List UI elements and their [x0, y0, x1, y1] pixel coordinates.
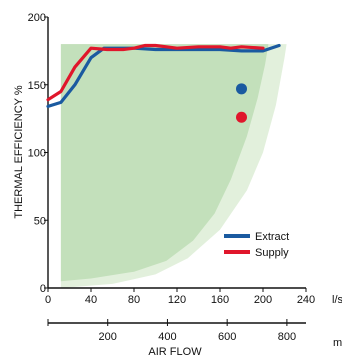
y-tick-label: 150	[28, 80, 46, 92]
x-tick-label: 40	[85, 294, 97, 306]
legend: Extract Supply	[224, 231, 289, 259]
x-axis-unit-primary: l/s	[332, 294, 342, 306]
operating-area-inner	[60, 44, 269, 282]
x-tick-label: 0	[45, 294, 51, 306]
series-lines	[46, 43, 281, 109]
legend-label-supply: Supply	[255, 247, 289, 259]
x-tick-label: 240	[297, 294, 315, 306]
y-tick-label: 50	[34, 215, 46, 227]
tick-marks: 0 50 100 150 200 0 40 80 120 160 200 240 200 400 600 80…	[28, 12, 316, 343]
x2-tick-label: 600	[218, 331, 236, 343]
operating-points	[236, 83, 247, 123]
legend-label-extract: Extract	[255, 231, 289, 243]
operating-point-2	[236, 111, 247, 123]
x-axis-label: AIR FLOW	[148, 346, 202, 356]
y-tick-label: 200	[28, 12, 46, 24]
x-tick-label: 160	[211, 294, 229, 306]
series-line-supply	[46, 43, 265, 102]
operating-area	[60, 44, 287, 288]
y-tick-label: 0	[40, 283, 46, 295]
x2-tick-label: 800	[278, 331, 296, 343]
y-axis-label: THERMAL EFFICIENCY %	[13, 85, 25, 218]
x2-tick-label: 200	[99, 331, 117, 343]
series-line-extract	[46, 43, 281, 109]
x2-tick-label: 400	[158, 331, 176, 343]
x-tick-label: 200	[254, 294, 272, 306]
x-tick-label: 120	[168, 294, 186, 306]
operating-point-1	[236, 83, 247, 95]
x-axis-unit-secondary: m³/h	[333, 337, 342, 349]
x-tick-label: 80	[128, 294, 140, 306]
y-tick-label: 100	[28, 148, 46, 160]
